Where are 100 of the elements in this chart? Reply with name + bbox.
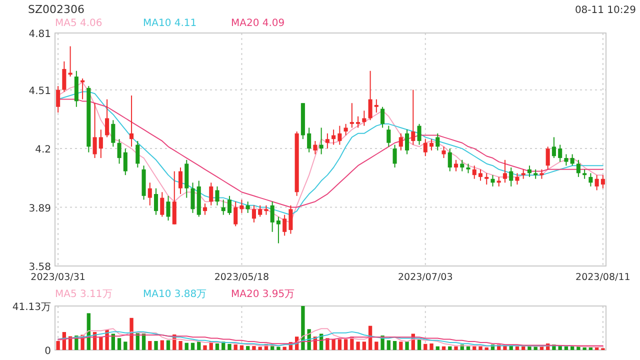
bar (154, 341, 158, 350)
bar (276, 346, 280, 350)
bar (582, 347, 586, 350)
bar (472, 346, 476, 350)
bar (234, 344, 238, 350)
candlestick (423, 138, 428, 157)
candlestick (319, 127, 324, 155)
candlestick (56, 86, 60, 114)
candlestick (221, 199, 226, 216)
candlestick (509, 166, 514, 187)
bar (160, 340, 164, 350)
candlestick (234, 201, 238, 227)
text: MA20 4.09 (231, 18, 285, 29)
candlestick (478, 168, 483, 182)
candlestick (594, 174, 599, 191)
bar (424, 344, 428, 350)
bar (228, 344, 232, 350)
candlestick (307, 127, 312, 153)
bar (148, 341, 152, 350)
candlestick (521, 168, 526, 180)
y-tick-label: 0 (44, 346, 51, 357)
candlestick (448, 148, 452, 172)
x-tick-label: 2023/08/11 (576, 272, 630, 283)
candlestick (105, 98, 110, 138)
bar (252, 346, 256, 350)
candlestick (466, 163, 470, 174)
candlestick (154, 188, 158, 216)
bar (184, 342, 188, 350)
bar (190, 342, 195, 350)
bar (436, 346, 440, 350)
bar (442, 346, 446, 350)
candlestick (215, 186, 220, 206)
bar (399, 342, 403, 350)
candlestick (178, 166, 183, 195)
bar (197, 342, 201, 350)
bar (282, 346, 286, 350)
bar (570, 346, 574, 350)
bar (338, 339, 342, 350)
candlestick (282, 214, 287, 236)
bar (522, 346, 526, 350)
text: MA5 4.06 (55, 18, 102, 29)
text: 08-11 10:29 (574, 5, 636, 16)
candlestick (588, 172, 593, 187)
bar (203, 345, 207, 350)
candlestick (576, 159, 580, 178)
candlestick (356, 116, 360, 128)
bar (356, 342, 360, 350)
candlestick (123, 148, 128, 176)
bar (528, 346, 532, 350)
candlestick (502, 159, 508, 184)
candlestick (362, 110, 366, 126)
candlestick (558, 144, 562, 162)
candlestick (368, 70, 372, 121)
bar (564, 346, 568, 350)
bar (386, 340, 390, 350)
bar (56, 341, 60, 350)
bar (484, 347, 488, 350)
candlestick (344, 123, 348, 136)
bar (430, 343, 434, 350)
candlestick (338, 125, 342, 146)
bar (344, 339, 348, 350)
bar (332, 339, 336, 350)
candlestick (332, 129, 336, 146)
candlestick (490, 174, 495, 187)
bar (301, 306, 305, 350)
candlestick (264, 204, 268, 216)
candlestick (148, 182, 152, 206)
candlestick (527, 165, 532, 178)
bar (246, 346, 250, 350)
text: MA10 4.11 (143, 18, 197, 29)
candlestick (380, 106, 385, 128)
candlestick (172, 170, 176, 225)
candlestick (350, 102, 354, 128)
bar (478, 346, 482, 350)
candlestick (600, 174, 605, 189)
text: MA5 3.11万 (55, 289, 112, 300)
bar (178, 341, 182, 350)
candlestick (325, 132, 330, 150)
candlestick (429, 138, 434, 151)
bar (240, 345, 244, 350)
bar (503, 345, 507, 350)
candlestick (166, 195, 170, 222)
candlestick (515, 172, 520, 186)
bar (111, 334, 115, 350)
bar (448, 346, 452, 350)
y-tick-label: 4.81 (28, 29, 51, 40)
candlestick (552, 136, 556, 159)
bar (515, 346, 520, 350)
line-series (58, 334, 604, 346)
y-tick-label: 4.51 (28, 86, 51, 97)
chart-title: SZ002306 (28, 3, 85, 16)
bar (466, 346, 470, 350)
candlestick (240, 199, 244, 214)
candlestick (136, 140, 140, 168)
candlestick (209, 182, 214, 206)
candlestick (436, 132, 440, 151)
bar (588, 347, 593, 350)
candlestick (546, 146, 550, 170)
candlestick (411, 89, 416, 146)
candlestick (386, 125, 391, 148)
